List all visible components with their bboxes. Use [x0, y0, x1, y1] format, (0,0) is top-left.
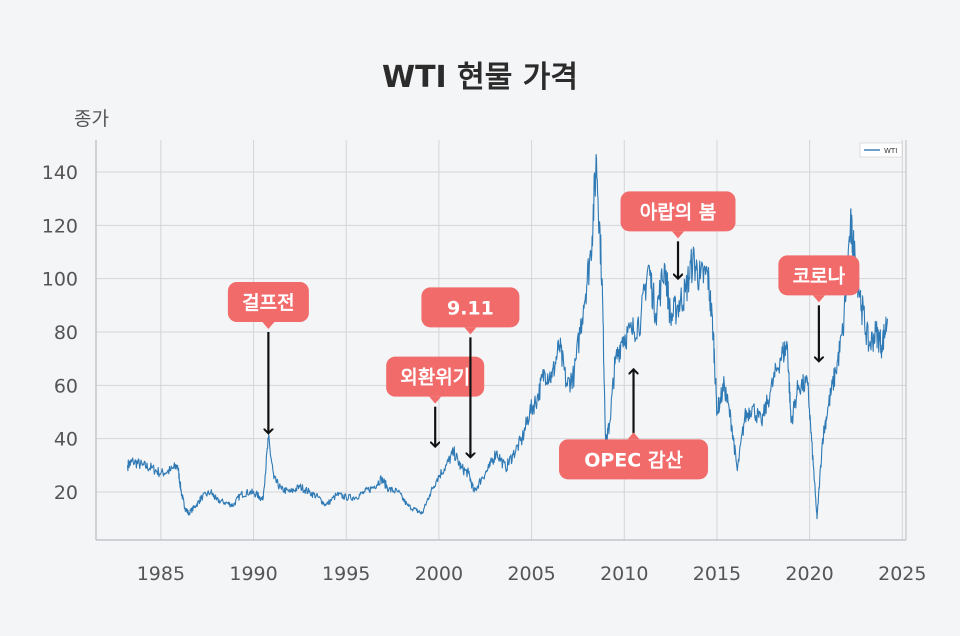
x-tick-label: 1985 [137, 563, 185, 585]
y-tick-label: 40 [54, 429, 78, 451]
y-tick-label: 100 [42, 269, 78, 291]
plot-area [96, 140, 906, 540]
legend: WTI [859, 142, 903, 158]
annotation-pointer [464, 327, 477, 335]
x-tick-label: 2025 [878, 563, 926, 585]
x-tick-label: 1990 [229, 563, 277, 585]
annotation: 아랍의 봄 [620, 191, 736, 278]
y-tick-label: 80 [54, 322, 78, 344]
annotation-label: 아랍의 봄 [640, 201, 717, 223]
annotation-box [778, 255, 860, 296]
series-line-wti [126, 154, 889, 520]
annotation-pointer [429, 396, 442, 404]
annotation-pointer [627, 432, 640, 440]
annotation-box [620, 191, 736, 232]
y-tick-label: 140 [42, 162, 78, 184]
x-tick-label: 2015 [693, 563, 741, 585]
x-tick-label: 2000 [415, 563, 463, 585]
annotation-pointer [812, 295, 825, 303]
y-tick-label: 120 [42, 215, 78, 237]
annotation: 9.11 [421, 287, 520, 457]
annotation: OPEC 감산 [559, 369, 709, 480]
annotation: 외환위기 [386, 356, 485, 447]
legend-label: WTI [884, 147, 897, 155]
annotation-box [386, 356, 485, 397]
annotation-pointer [672, 231, 685, 239]
y-tick-label: 60 [54, 375, 78, 397]
annotation-label: OPEC 감산 [584, 449, 683, 471]
x-tick-label: 2005 [507, 563, 555, 585]
annotation-label: 외환위기 [400, 367, 470, 389]
annotation-label: 9.11 [447, 297, 494, 319]
annotation-box [559, 439, 709, 480]
chart-title: WTI 현물 가격 [381, 60, 578, 95]
annotation: 코로나 [778, 255, 860, 361]
annotation: 걸프전 [227, 282, 309, 433]
annotation-label: 코로나 [793, 265, 846, 287]
legend-box [859, 142, 903, 158]
x-tick-label: 1995 [322, 563, 370, 585]
y-axis-label: 종가 [74, 108, 109, 130]
x-tick-label: 2020 [785, 563, 833, 585]
annotation-pointer [262, 322, 275, 329]
y-tick-label: 20 [54, 482, 78, 504]
x-tick-label: 2010 [600, 563, 648, 585]
annotation-box [227, 282, 309, 322]
annotation-box [421, 287, 520, 328]
annotation-label: 걸프전 [242, 292, 294, 314]
